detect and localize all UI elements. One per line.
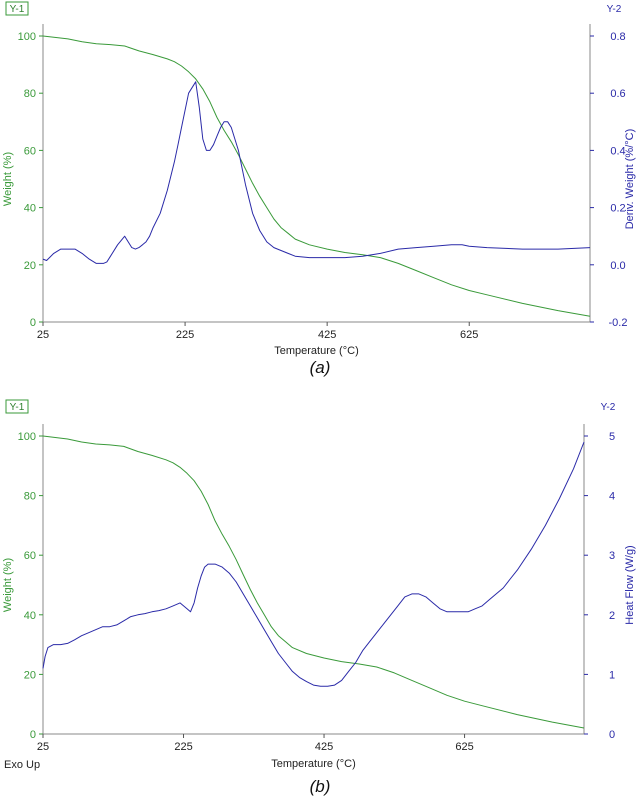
x-tick-label: 25	[37, 741, 49, 753]
chart-panel-b: Y-1 Y-2 0 20 40 60 80 100 0 1 2 3 4 5 25 225 425 625 Tempe…	[2, 399, 636, 796]
y1-axis-title: Weight (%)	[2, 152, 14, 206]
chart-panel-a: Y-1 Y-2 0 20 40 60 80 100 -0.2 0.0 0.2 0.4 0.6 0.8 25 2…	[2, 1, 636, 377]
series-line-weight	[42, 35, 591, 317]
x-tick-label: 25	[37, 329, 49, 341]
series-line-secondary	[42, 81, 591, 264]
y1-tick-label: 100	[18, 431, 36, 443]
y2-tick-label: -0.2	[609, 317, 628, 329]
y1-axis-tag: Y-1	[10, 4, 25, 15]
y1-tag-box	[5, 399, 29, 414]
y2-axis-tag: Y-2	[607, 4, 622, 15]
y2-tick-label: 2	[609, 610, 615, 622]
series-line-weight	[42, 435, 585, 729]
exo-up-label: Exo Up	[4, 759, 40, 771]
y1-tick-label: 40	[24, 610, 36, 622]
y2-tick-label: 0.6	[610, 88, 625, 100]
panel-caption: (b)	[310, 777, 331, 796]
y2-axis-title: Deriv. Weight (%/°C)	[624, 129, 636, 230]
x-tick-label: 225	[174, 741, 192, 753]
y1-axis-tag: Y-1	[10, 402, 25, 413]
y2-tick-label: 1	[609, 669, 615, 681]
y1-tick-label: 60	[24, 550, 36, 562]
y1-tick-label: 20	[24, 669, 36, 681]
y2-tick-label: 4	[609, 491, 615, 503]
y1-tick-label: 0	[30, 317, 36, 329]
y1-tick-label: 80	[24, 88, 36, 100]
x-tick-label: 425	[315, 741, 333, 753]
y1-axis-title: Weight (%)	[2, 558, 14, 612]
y2-tick-label: 0.8	[610, 31, 625, 43]
x-axis-title: Temperature (°C)	[274, 345, 358, 357]
y1-tag-box	[5, 1, 29, 16]
y1-tick-label: 40	[24, 203, 36, 215]
y2-tick-label: 5	[609, 431, 615, 443]
x-tick-label: 425	[318, 329, 336, 341]
x-tick-label: 225	[176, 329, 194, 341]
y1-tick-label: 80	[24, 491, 36, 503]
y2-tick-label: 3	[609, 550, 615, 562]
y1-tick-label: 60	[24, 145, 36, 157]
panel-caption: (a)	[310, 358, 331, 377]
y2-tick-label: 0.0	[610, 260, 625, 272]
y2-axis-tag: Y-2	[601, 402, 616, 413]
y2-axis-title: Heat Flow (W/g)	[624, 545, 636, 624]
y1-tick-label: 20	[24, 260, 36, 272]
y2-tick-label: 0.4	[610, 145, 625, 157]
x-tick-label: 625	[455, 741, 473, 753]
y2-tick-label: 0	[609, 729, 615, 741]
y1-tick-label: 0	[30, 729, 36, 741]
series-line-secondary	[42, 441, 585, 687]
x-tick-label: 625	[460, 329, 478, 341]
y2-tick-label: 0.2	[610, 203, 625, 215]
x-axis-title: Temperature (°C)	[271, 758, 355, 770]
y1-tick-label: 100	[18, 31, 36, 43]
